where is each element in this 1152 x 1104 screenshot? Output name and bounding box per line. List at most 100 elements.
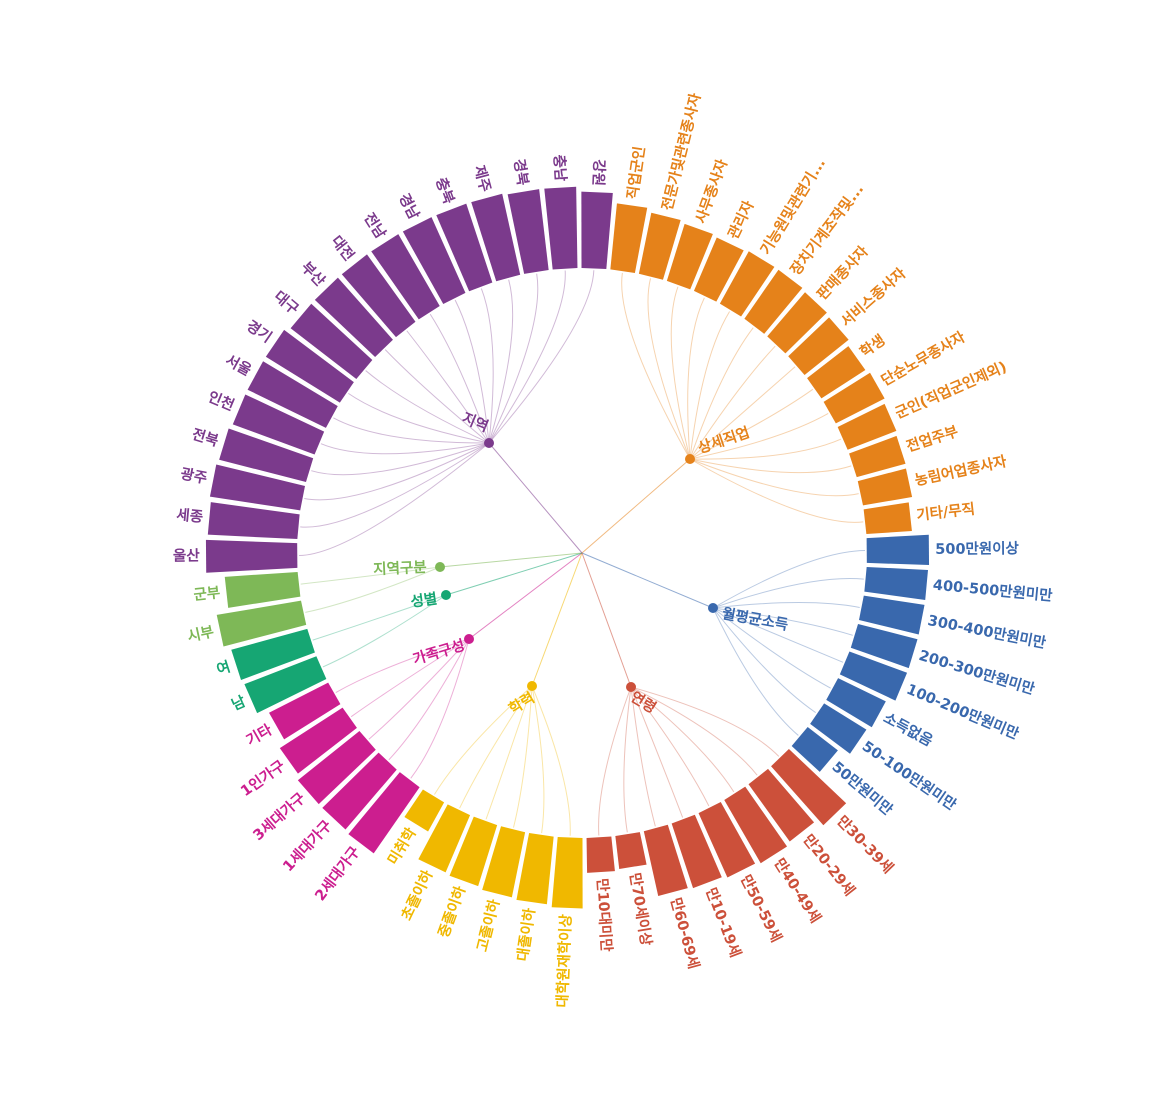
category-label-인천: 인천 — [205, 387, 237, 414]
bar-직업군인[interactable] — [610, 203, 648, 273]
bar-50-100만원미만[interactable] — [810, 703, 867, 754]
bar-미취학[interactable] — [404, 789, 445, 832]
link-400-500만원미만 — [712, 578, 864, 609]
link-대학원재학이상 — [531, 685, 571, 836]
bar-서울[interactable] — [247, 361, 338, 428]
category-label-기타-무직: 기타/무직 — [916, 500, 976, 524]
category-label-사무종사자: 사무종사자 — [692, 157, 731, 226]
bar-경남[interactable] — [402, 217, 466, 305]
bar-전남[interactable] — [371, 234, 440, 320]
category-label-400-500만원미만: 400-500만원미만 — [932, 577, 1054, 605]
link-50-100만원미만 — [712, 607, 816, 714]
bar-경북[interactable] — [507, 189, 549, 274]
category-label-세종: 세종 — [176, 506, 204, 525]
bar-남[interactable] — [244, 656, 327, 714]
bar-시부[interactable] — [216, 600, 307, 647]
link-만20-29세 — [630, 686, 758, 776]
link-판매종사자 — [689, 345, 776, 460]
bar-400-500만원미만[interactable] — [864, 566, 929, 600]
bar-만20-29세[interactable] — [748, 768, 815, 842]
bar-충남[interactable] — [544, 186, 578, 270]
category-label-충남: 충남 — [550, 154, 569, 182]
link-대구 — [365, 370, 490, 444]
link-경북 — [488, 273, 539, 444]
bar-전문가및관련종사자[interactable] — [638, 212, 681, 280]
link-500만원이상 — [712, 549, 865, 609]
category-label-경남: 경남 — [395, 190, 423, 223]
bar-기능원및관련기[interactable] — [719, 251, 775, 317]
category-label-직업군인: 직업군인 — [623, 145, 648, 200]
bar-부산[interactable] — [314, 277, 393, 358]
bar-세종[interactable] — [207, 502, 300, 540]
category-label-대학원재학이상: 대학원재학이상 — [554, 913, 575, 1008]
bar-만60-69세[interactable] — [643, 824, 688, 897]
bar-100-200만원미만[interactable] — [839, 651, 908, 701]
link-군인-직업군인제외 — [689, 438, 842, 460]
bar-울산[interactable] — [205, 539, 298, 573]
bar-500만원이상[interactable] — [866, 534, 930, 566]
bar-만70세이상[interactable] — [615, 832, 647, 870]
bar-초졸이하[interactable] — [418, 804, 471, 873]
link-군부 — [300, 566, 441, 585]
bar-대졸이하[interactable] — [516, 833, 554, 905]
bar-군인-직업군인제외[interactable] — [837, 403, 897, 450]
bar-학생[interactable] — [807, 346, 866, 399]
bar-사무종사자[interactable] — [666, 223, 713, 290]
bar-300-400만원미만[interactable] — [859, 595, 925, 635]
link-기타-무직 — [689, 458, 864, 523]
bar-소득없음[interactable] — [826, 678, 886, 728]
bar-경기[interactable] — [265, 329, 354, 403]
bar-강원[interactable] — [581, 191, 613, 270]
bar-1세대가구[interactable] — [322, 752, 397, 830]
bar-대전[interactable] — [341, 254, 416, 338]
link-여 — [312, 594, 447, 641]
bar-제주[interactable] — [471, 193, 521, 282]
bar-만10대미만[interactable] — [586, 836, 615, 873]
bar-단순노무종사자[interactable] — [823, 372, 885, 424]
bar-50만원미만[interactable] — [791, 727, 838, 772]
link-만40-49세 — [630, 686, 735, 793]
bar-전북[interactable] — [219, 428, 314, 483]
bar-중졸이하[interactable] — [449, 816, 498, 887]
bar-1인가구[interactable] — [279, 707, 357, 774]
category-label-경기: 경기 — [243, 316, 275, 346]
bar-관리자[interactable] — [693, 237, 744, 302]
bar-만50-59세[interactable] — [698, 801, 756, 878]
category-label-서울: 서울 — [222, 352, 254, 380]
category-label-만10대미만: 만10대미만 — [593, 878, 614, 953]
bar-기타-무직[interactable] — [863, 502, 912, 535]
bar-충북[interactable] — [436, 203, 493, 292]
category-label-만50-59세: 만50-59세 — [737, 872, 785, 945]
category-label-만10-19세: 만10-19세 — [702, 885, 744, 959]
bar-전업주부[interactable] — [849, 435, 906, 478]
link-충남 — [488, 270, 566, 444]
spoke-월평균소득 — [581, 552, 714, 609]
bar-광주[interactable] — [209, 464, 305, 511]
bar-인천[interactable] — [232, 394, 325, 455]
bar-장치기계조작및[interactable] — [744, 269, 803, 334]
bar-기타[interactable] — [269, 682, 341, 740]
link-서울 — [333, 417, 490, 444]
bar-200-300만원미만[interactable] — [850, 623, 918, 669]
bar-여[interactable] — [231, 628, 315, 680]
link-서비스종사자 — [689, 366, 796, 460]
bar-만10-19세[interactable] — [671, 814, 722, 889]
category-label-전문가및관련종사자: 전문가및관련종사자 — [658, 91, 705, 212]
bar-농림어업종사자[interactable] — [857, 468, 913, 506]
link-경남 — [454, 299, 490, 444]
bar-고졸이하[interactable] — [482, 826, 526, 898]
link-50만원미만 — [712, 607, 799, 736]
bar-2세대가구[interactable] — [348, 772, 420, 854]
bar-판매종사자[interactable] — [767, 292, 827, 354]
spoke-상세직업 — [581, 458, 691, 554]
bar-만40-49세[interactable] — [724, 786, 788, 864]
link-200-300만원미만 — [712, 607, 853, 636]
bar-대구[interactable] — [290, 303, 373, 379]
bar-군부[interactable] — [224, 571, 301, 608]
bar-대학원재학이상[interactable] — [551, 836, 583, 909]
category-label-기타: 기타 — [243, 721, 275, 749]
bar-만30-39세[interactable] — [771, 748, 847, 826]
bar-서비스종사자[interactable] — [788, 317, 849, 375]
category-label-제주: 제주 — [470, 164, 493, 194]
bar-3세대가구[interactable] — [297, 731, 376, 805]
